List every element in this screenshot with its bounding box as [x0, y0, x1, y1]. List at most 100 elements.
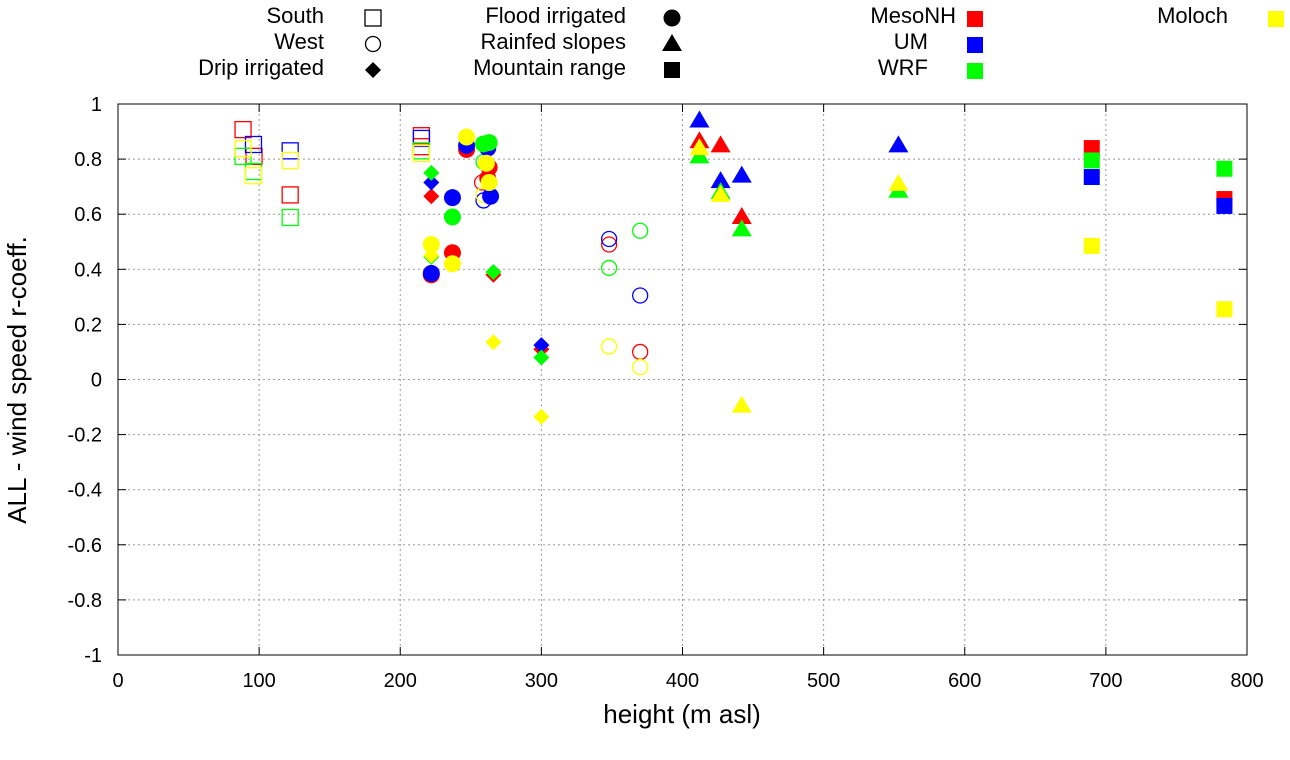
y-tick-label: 0.2 — [74, 314, 102, 336]
y-tick-label: 0.8 — [74, 149, 102, 171]
legend-color-swatch — [967, 11, 983, 27]
data-point — [689, 138, 710, 156]
data-point — [1216, 301, 1233, 318]
y-tick-label: -0.4 — [68, 480, 102, 502]
data-point — [443, 255, 461, 273]
data-point — [423, 174, 440, 191]
legend-color-swatch — [1268, 11, 1284, 27]
data-point — [281, 186, 299, 204]
data-point — [710, 135, 731, 153]
data-point — [482, 187, 500, 205]
legend-color-swatch — [967, 63, 983, 79]
data-point — [710, 171, 731, 189]
legend-color-swatch — [967, 37, 983, 53]
data-point — [1083, 140, 1100, 157]
y-tick-label: 1 — [91, 94, 102, 116]
x-tick-label: 200 — [384, 670, 417, 692]
data-point — [244, 135, 263, 154]
x-axis-title: height (m asl) — [603, 699, 761, 729]
data-point — [423, 164, 440, 181]
data-point — [244, 166, 263, 185]
legend-label: Moloch — [1157, 3, 1228, 28]
data-point — [632, 343, 649, 361]
data-point — [423, 188, 440, 205]
axis-ticks: 0 100 200 300 400 500 600 700 800 -1 -0.8 -0.6 -0.4 -… — [68, 94, 1264, 692]
data-point — [443, 208, 461, 226]
legend-label: Mountain range — [473, 55, 626, 80]
data-point — [458, 128, 476, 146]
data-points — [234, 110, 1233, 425]
data-point — [485, 334, 502, 351]
legend-marker-square-icon — [664, 62, 680, 78]
x-tick-label: 400 — [666, 670, 699, 692]
legend-label: West — [274, 29, 324, 54]
legend-marker-open-circle-icon — [364, 35, 382, 53]
data-point — [731, 395, 752, 413]
data-point — [632, 287, 649, 304]
legend-label: UM — [894, 29, 928, 54]
x-tick-label: 300 — [525, 670, 558, 692]
data-point — [281, 151, 299, 170]
data-point — [888, 135, 909, 153]
data-point — [480, 174, 498, 192]
data-point — [422, 264, 440, 282]
data-point — [533, 337, 550, 354]
x-tick-label: 800 — [1230, 670, 1263, 692]
data-point — [689, 110, 710, 128]
grid — [118, 104, 1247, 655]
data-point — [234, 120, 252, 139]
x-tick-label: 0 — [112, 670, 123, 692]
data-point — [1083, 169, 1100, 186]
data-point — [533, 408, 550, 425]
x-tick-label: 100 — [242, 670, 275, 692]
data-point — [731, 206, 752, 224]
data-point — [533, 349, 550, 366]
x-tick-label: 600 — [948, 670, 981, 692]
data-point — [412, 129, 431, 148]
data-point — [281, 142, 299, 160]
x-tick-label: 500 — [807, 670, 840, 692]
data-point — [632, 222, 649, 239]
legend-label: MesoNH — [870, 3, 956, 28]
data-point — [281, 208, 299, 227]
data-point — [600, 230, 618, 248]
data-point — [234, 139, 252, 158]
data-point — [480, 134, 498, 152]
data-point — [1083, 152, 1100, 169]
data-point — [731, 219, 752, 237]
y-tick-label: -0.2 — [68, 425, 102, 447]
data-point — [731, 165, 752, 183]
y-tick-label: 0.4 — [74, 259, 102, 281]
legend-label: Rainfed slopes — [480, 29, 626, 54]
data-point — [443, 189, 461, 207]
y-tick-label: 0.6 — [74, 204, 102, 226]
legend-label: Drip irrigated — [198, 55, 324, 80]
data-point — [477, 154, 495, 172]
data-point — [1216, 160, 1233, 177]
data-point — [600, 338, 618, 355]
data-point — [888, 173, 909, 191]
y-tick-label: -1 — [84, 645, 102, 667]
legend-marker-diamond-icon — [365, 62, 381, 78]
data-point — [485, 264, 502, 281]
y-tick-label: -0.6 — [68, 535, 102, 557]
data-point — [600, 236, 618, 253]
data-point — [412, 144, 431, 163]
data-point — [600, 259, 618, 277]
data-point — [422, 236, 440, 254]
legend-marker-circle-icon — [663, 9, 681, 27]
y-tick-label: 0 — [91, 370, 102, 392]
y-axis-title: ALL - wind speed r-coeff. — [2, 236, 32, 524]
legend-marker-open-square-icon — [364, 9, 382, 27]
data-point — [632, 358, 649, 376]
legend-label: WRF — [878, 55, 928, 80]
x-tick-label: 700 — [1089, 670, 1122, 692]
y-tick-label: -0.8 — [68, 590, 102, 612]
legend-label: Flood irrigated — [485, 3, 626, 28]
data-point — [710, 184, 731, 202]
legend-marker-triangle-icon — [662, 34, 682, 51]
data-point — [1083, 237, 1100, 254]
data-point — [1216, 197, 1233, 214]
